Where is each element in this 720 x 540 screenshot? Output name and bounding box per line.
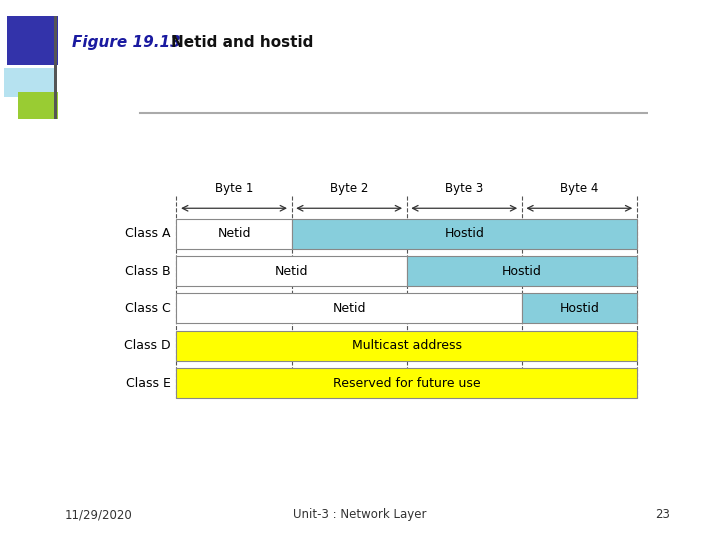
Text: 23: 23 <box>654 508 670 522</box>
Text: Hostid: Hostid <box>559 302 599 315</box>
Text: Reserved for future use: Reserved for future use <box>333 377 480 390</box>
Text: Class B: Class B <box>125 265 171 278</box>
Text: Unit-3 : Network Layer: Unit-3 : Network Layer <box>293 508 427 522</box>
Text: Class A: Class A <box>125 227 171 240</box>
Text: 11/29/2020: 11/29/2020 <box>65 508 132 522</box>
Text: Class E: Class E <box>126 377 171 390</box>
Bar <box>522 293 636 323</box>
Bar <box>176 331 636 361</box>
Text: Netid: Netid <box>275 265 308 278</box>
Text: Byte 1: Byte 1 <box>215 182 253 195</box>
Bar <box>176 368 636 399</box>
Text: Netid and hostid: Netid and hostid <box>150 35 313 50</box>
Bar <box>176 256 407 286</box>
Text: Multicast address: Multicast address <box>351 339 462 353</box>
Text: Netid: Netid <box>333 302 366 315</box>
Text: Byte 2: Byte 2 <box>330 182 369 195</box>
Text: Byte 4: Byte 4 <box>560 182 598 195</box>
Text: Byte 3: Byte 3 <box>445 182 483 195</box>
Bar <box>407 256 637 286</box>
Text: Figure 19.13: Figure 19.13 <box>72 35 181 50</box>
Text: Netid: Netid <box>217 227 251 240</box>
Text: Class D: Class D <box>125 339 171 353</box>
Bar <box>176 219 292 248</box>
Bar <box>176 293 522 323</box>
Text: Hostid: Hostid <box>502 265 541 278</box>
Text: Class C: Class C <box>125 302 171 315</box>
Bar <box>292 219 636 248</box>
Text: Hostid: Hostid <box>444 227 484 240</box>
